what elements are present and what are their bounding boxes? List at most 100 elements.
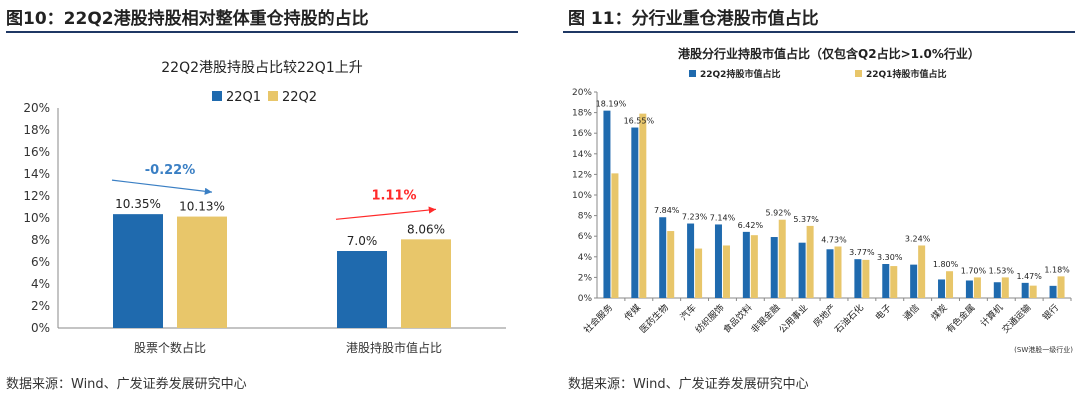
y-tick-label: 20%	[23, 101, 50, 115]
bar-value-label: 3.77%	[849, 248, 875, 257]
y-tick-label: 12%	[23, 189, 50, 203]
bar-22q2	[854, 259, 862, 298]
bar-22q2	[401, 239, 451, 328]
x-tick-label: 煤炭	[928, 302, 949, 323]
bar-22q1	[695, 248, 703, 298]
bar-22q2	[714, 224, 722, 298]
bar-22q1	[946, 271, 954, 298]
bar-value-label: 1.18%	[1044, 265, 1070, 274]
bar-22q2	[177, 216, 227, 328]
bar-value-label: 1.70%	[961, 266, 987, 275]
bar-value-label: 7.84%	[654, 206, 680, 215]
bar-value-label: 3.24%	[905, 234, 931, 243]
x-tick-label: 石油石化	[832, 302, 866, 336]
bar-22q2	[965, 280, 973, 298]
x-tick-label: 股票个数占比	[134, 340, 206, 355]
x-tick-label: 社会服务	[581, 302, 615, 336]
legend-swatch-22q2	[268, 91, 278, 101]
bar-value-label: 1.80%	[933, 260, 959, 269]
bar-22q2	[1049, 285, 1057, 298]
bar-22q1	[667, 231, 675, 298]
bar-value-label: 10.35%	[115, 197, 161, 211]
x-tick-label: 通信	[901, 302, 922, 323]
y-tick-label: 14%	[23, 167, 50, 181]
x-tick-label: 传媒	[622, 302, 643, 323]
x-tick-label: 有色金属	[944, 302, 978, 336]
bar-22q2	[938, 279, 946, 298]
figure-10-title: 图10：22Q2港股持股相对整体重仓持股的占比	[6, 9, 369, 29]
bar-22q2	[631, 127, 639, 298]
legend-label-22q2: 22Q2持股市值占比	[700, 68, 780, 80]
bar-22q1	[1001, 277, 1009, 298]
bar-22q2	[1021, 282, 1029, 298]
bar-22q2	[603, 110, 611, 298]
bar-22q1	[337, 251, 387, 328]
bar-22q2	[742, 231, 750, 298]
chart-11: 港股分行业持股市值占比（仅包含Q2占比>1.0%行业） 22Q2持股市值占比 2…	[572, 46, 1073, 354]
figure-11-rule	[563, 31, 1075, 33]
x-tick-label: 公用事业	[776, 302, 810, 336]
x-tick-label: 汽车	[677, 302, 698, 323]
bar-22q1	[973, 277, 981, 298]
chart-11-title: 港股分行业持股市值占比（仅包含Q2占比>1.0%行业）	[678, 46, 980, 61]
y-tick-label: 8%	[578, 212, 593, 222]
x-tick-label: 银行	[1040, 302, 1061, 323]
bar-value-label: 10.13%	[179, 200, 225, 214]
legend-swatch-22q2	[689, 70, 696, 77]
bar-value-label: 6.42%	[738, 221, 764, 230]
y-tick-label: 6%	[31, 255, 50, 269]
figure-10-panel: 22Q2港股持股占比较22Q1上升 22Q1 22Q2 0% 2% 4% 6% 8% 10…	[6, 36, 518, 362]
figure-11-source: 数据来源：Wind、广发证券发展研究中心	[568, 377, 809, 392]
bar-value-label: 7.23%	[682, 213, 708, 222]
change-arrow	[111, 179, 213, 195]
legend-label-22q2: 22Q2	[282, 90, 317, 105]
figure-11-title: 图 11：分行业重仓港股市值占比	[568, 9, 819, 29]
y-tick-label: 18%	[572, 109, 592, 119]
x-tick-label: 食品饮料	[721, 302, 755, 336]
y-tick-label: 0%	[31, 321, 50, 335]
bar-value-label: 4.73%	[821, 236, 847, 245]
y-tick-label: 0%	[578, 294, 593, 304]
legend-label-22q1: 22Q1持股市值占比	[866, 68, 946, 80]
chart-10-title: 22Q2港股持股占比较22Q1上升	[161, 60, 362, 76]
bar-22q2	[770, 237, 778, 298]
y-tick-label: 8%	[31, 233, 50, 247]
bar-value-label: 1.53%	[989, 266, 1015, 275]
legend-swatch-22q1	[212, 91, 222, 101]
figure-10-source: 数据来源：Wind、广发证券发展研究中心	[6, 377, 247, 392]
x-tick-label: 纺织服饰	[693, 302, 727, 336]
bar-22q2	[910, 264, 918, 298]
bar-value-label: 8.06%	[407, 222, 445, 236]
bar-22q1	[862, 259, 870, 298]
bar-value-label: 1.47%	[1016, 272, 1042, 281]
bar-value-label: 7.14%	[710, 213, 736, 222]
x-tick-label: 房地产	[811, 302, 839, 330]
legend-label-22q1: 22Q1	[226, 90, 261, 105]
bar-22q1	[1057, 276, 1065, 298]
x-tick-label: 医药生物	[637, 302, 671, 336]
bar-22q1	[918, 245, 926, 298]
bar-22q2	[798, 242, 806, 298]
y-tick-label: 10%	[23, 211, 50, 225]
bar-22q1	[834, 246, 842, 298]
chart-10-bars: 10.35% 10.13% 7.0% 8.06%	[113, 197, 451, 328]
bar-22q1	[611, 173, 619, 298]
figure-11-panel: 港股分行业持股市值占比（仅包含Q2占比>1.0%行业） 22Q2持股市值占比 2…	[563, 36, 1075, 362]
bar-22q1	[1029, 285, 1037, 298]
bar-22q2	[882, 264, 890, 298]
bar-22q1	[750, 235, 758, 298]
bar-value-label: 16.55%	[624, 117, 655, 126]
bar-value-label: 5.92%	[766, 209, 792, 218]
y-tick-label: 20%	[572, 88, 592, 98]
legend-swatch-22q1	[855, 70, 862, 77]
bar-22q1	[890, 266, 898, 298]
y-tick-label: 2%	[31, 299, 50, 313]
bar-22q1	[113, 214, 163, 328]
bar-value-label: 7.0%	[347, 234, 378, 248]
y-tick-label: 12%	[572, 170, 592, 180]
bar-22q2	[826, 249, 834, 298]
x-tick-label: 非银金融	[748, 302, 782, 336]
bar-value-label: 3.30%	[877, 253, 903, 262]
y-tick-label: 16%	[23, 145, 50, 159]
chart-10-annotations: -0.22% 1.11%	[111, 163, 437, 220]
